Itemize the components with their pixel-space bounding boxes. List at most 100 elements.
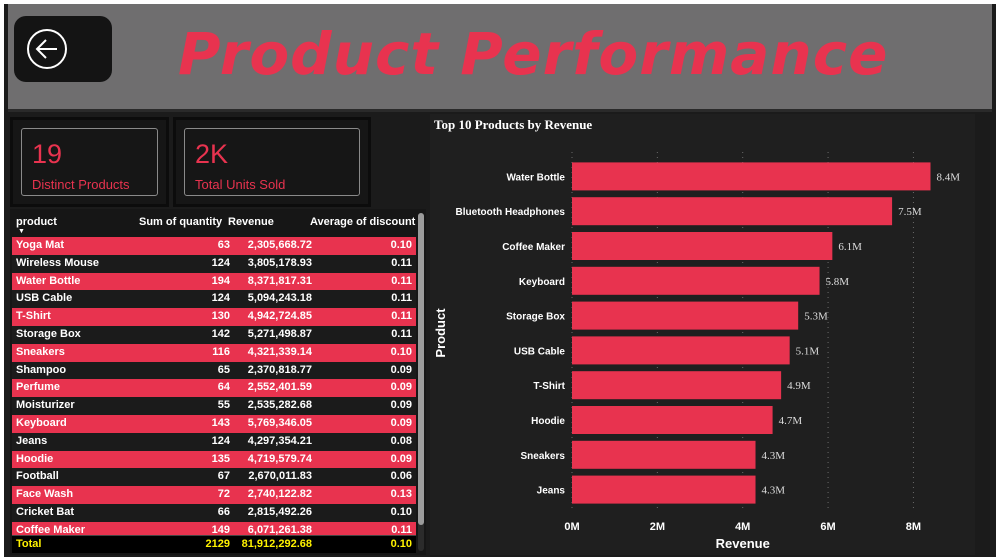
cell-product: Football: [16, 470, 59, 483]
cell-product: USB Cable: [16, 292, 73, 305]
table-row[interactable]: Wireless Mouse 124 3,805,178.93 0.11: [12, 254, 416, 273]
kpi-value: 19: [32, 139, 63, 169]
cell-revenue: 5,769,346.05: [247, 416, 312, 429]
data-label: 5.1M: [796, 345, 820, 357]
table-row[interactable]: Sneakers 116 4,321,339.14 0.10: [12, 343, 416, 362]
y-tick-label: Jeans: [537, 486, 566, 497]
revenue-chart-panel[interactable]: 0M 2M 4M 6M 8M Water Bottle 8.4M Bluetooth Head…: [430, 114, 975, 555]
cell-discount: 0.09: [390, 452, 412, 465]
data-label: 6.1M: [838, 241, 862, 253]
cell-discount: 0.11: [391, 523, 412, 536]
cell-product: Moisturizer: [16, 399, 75, 412]
y-tick-label: Hoodie: [531, 416, 565, 427]
cell-revenue: 2,552,401.59: [247, 381, 312, 394]
cell-discount: 0.10: [390, 505, 412, 518]
cell-revenue: 2,535,282.68: [247, 399, 312, 412]
cell-revenue: 8,371,817.31: [247, 274, 312, 287]
x-tick-label: 6M: [820, 521, 835, 533]
kpi-card-border: 19 Distinct Products: [21, 128, 158, 196]
back-button[interactable]: [14, 16, 112, 82]
cell-product: Face Wash: [16, 488, 74, 501]
column-header-discount[interactable]: Average of discount: [310, 216, 416, 228]
cell-quantity: 63: [217, 239, 230, 251]
table-row[interactable]: T-Shirt 130 4,942,724.85 0.11: [12, 308, 416, 326]
bar: [572, 301, 799, 330]
table-row[interactable]: Moisturizer 55 2,535,282.68 0.09: [12, 397, 416, 415]
cell-product: Wireless Mouse: [16, 256, 100, 269]
cell-discount: 0.10: [390, 345, 412, 358]
kpi-card-distinct-products[interactable]: 19 Distinct Products: [10, 117, 169, 207]
cell-revenue: 3,805,178.93: [247, 256, 312, 269]
cell-revenue: 5,271,498.87: [247, 327, 312, 340]
bar: [572, 197, 893, 226]
table-row[interactable]: Football 67 2,670,011.83 0.06: [12, 468, 416, 487]
cell-product: Perfume: [16, 381, 61, 394]
data-label: 8.4M: [937, 171, 961, 183]
bar: [572, 371, 782, 400]
table-row[interactable]: Face Wash 72 2,740,122.82 0.13: [12, 486, 416, 504]
cell-revenue: 2,670,011.83: [248, 470, 312, 483]
table-row[interactable]: Jeans 124 4,297,354.21 0.08: [12, 432, 416, 451]
table-row[interactable]: Storage Box 142 5,271,498.87 0.11: [12, 325, 416, 344]
y-axis-title: Product: [433, 308, 448, 358]
cell-discount: 0.08: [390, 434, 412, 447]
bar: [572, 336, 790, 365]
cell-quantity: 142: [211, 327, 230, 340]
cell-quantity: 124: [211, 256, 230, 269]
cell-discount: 0.09: [390, 363, 412, 376]
cell-product: T-Shirt: [16, 310, 51, 323]
cell-discount: 0.11: [391, 292, 412, 305]
total-discount: 0.10: [390, 538, 412, 550]
x-tick-label: 0M: [564, 521, 579, 533]
bar: [572, 475, 756, 504]
table-row[interactable]: Cricket Bat 66 2,815,492.26 0.10: [12, 503, 416, 522]
bar: [572, 232, 833, 260]
column-header-quantity[interactable]: Sum of quantity: [139, 216, 223, 228]
cell-quantity: 124: [211, 434, 230, 447]
bar: [572, 406, 773, 434]
data-label: 5.3M: [804, 311, 828, 323]
x-axis-title: Revenue: [716, 536, 770, 551]
cell-revenue: 4,321,339.14: [247, 345, 312, 358]
cell-discount: 0.09: [390, 399, 412, 412]
cell-product: Storage Box: [16, 327, 81, 340]
cell-product: Shampoo: [16, 363, 67, 376]
table-row[interactable]: Hoodie 135 4,719,579.74 0.09: [12, 450, 416, 469]
table-row[interactable]: Water Bottle 194 8,371,817.31 0.11: [12, 272, 416, 291]
table-row[interactable]: Shampoo 65 2,370,818.77 0.09: [12, 361, 416, 380]
cell-product: Cricket Bat: [16, 505, 75, 518]
total-revenue: 81,912,292.68: [241, 538, 312, 550]
data-label: 5.8M: [826, 276, 850, 288]
back-arrow-circle-icon[interactable]: [26, 28, 68, 70]
cell-revenue: 2,370,818.77: [247, 363, 312, 376]
y-tick-label: T-Shirt: [533, 381, 565, 392]
cell-discount: 0.09: [390, 416, 412, 429]
cell-product: Keyboard: [16, 416, 67, 429]
x-tick-label: 8M: [906, 521, 921, 533]
cell-revenue: 5,094,243.18: [247, 292, 312, 305]
cell-product: Coffee Maker: [16, 523, 86, 536]
sort-descending-icon[interactable]: ▼: [18, 228, 25, 235]
column-header-product[interactable]: product: [16, 216, 57, 228]
y-tick-label: Keyboard: [519, 277, 565, 288]
bar: [572, 266, 820, 295]
table-row[interactable]: USB Cable 124 5,094,243.18 0.11: [12, 290, 416, 309]
page-title: Product Performance: [178, 20, 889, 88]
table-row[interactable]: Perfume 64 2,552,401.59 0.09: [12, 379, 416, 398]
table-scrollbar[interactable]: [418, 213, 424, 551]
kpi-card-border: 2K Total Units Sold: [184, 128, 360, 196]
cell-quantity: 55: [217, 399, 230, 412]
table-total-row: Total 2129 81,912,292.68 0.10: [12, 535, 416, 553]
cell-revenue: 4,719,579.74: [247, 452, 312, 465]
column-header-revenue[interactable]: Revenue: [228, 216, 274, 228]
cell-discount: 0.11: [391, 274, 412, 287]
scrollbar-thumb[interactable]: [418, 213, 424, 525]
kpi-card-total-units[interactable]: 2K Total Units Sold: [173, 117, 371, 207]
table-row[interactable]: Yoga Mat 63 2,305,668.72 0.10: [12, 237, 416, 255]
cell-product: Sneakers: [16, 345, 65, 358]
y-tick-label: Water Bottle: [506, 172, 565, 183]
kpi-label: Distinct Products: [32, 177, 130, 192]
table-row[interactable]: Keyboard 143 5,769,346.05 0.09: [12, 414, 416, 433]
product-table[interactable]: product ▼ Sum of quantity Revenue Averag…: [10, 209, 426, 555]
cell-discount: 0.06: [390, 470, 412, 483]
